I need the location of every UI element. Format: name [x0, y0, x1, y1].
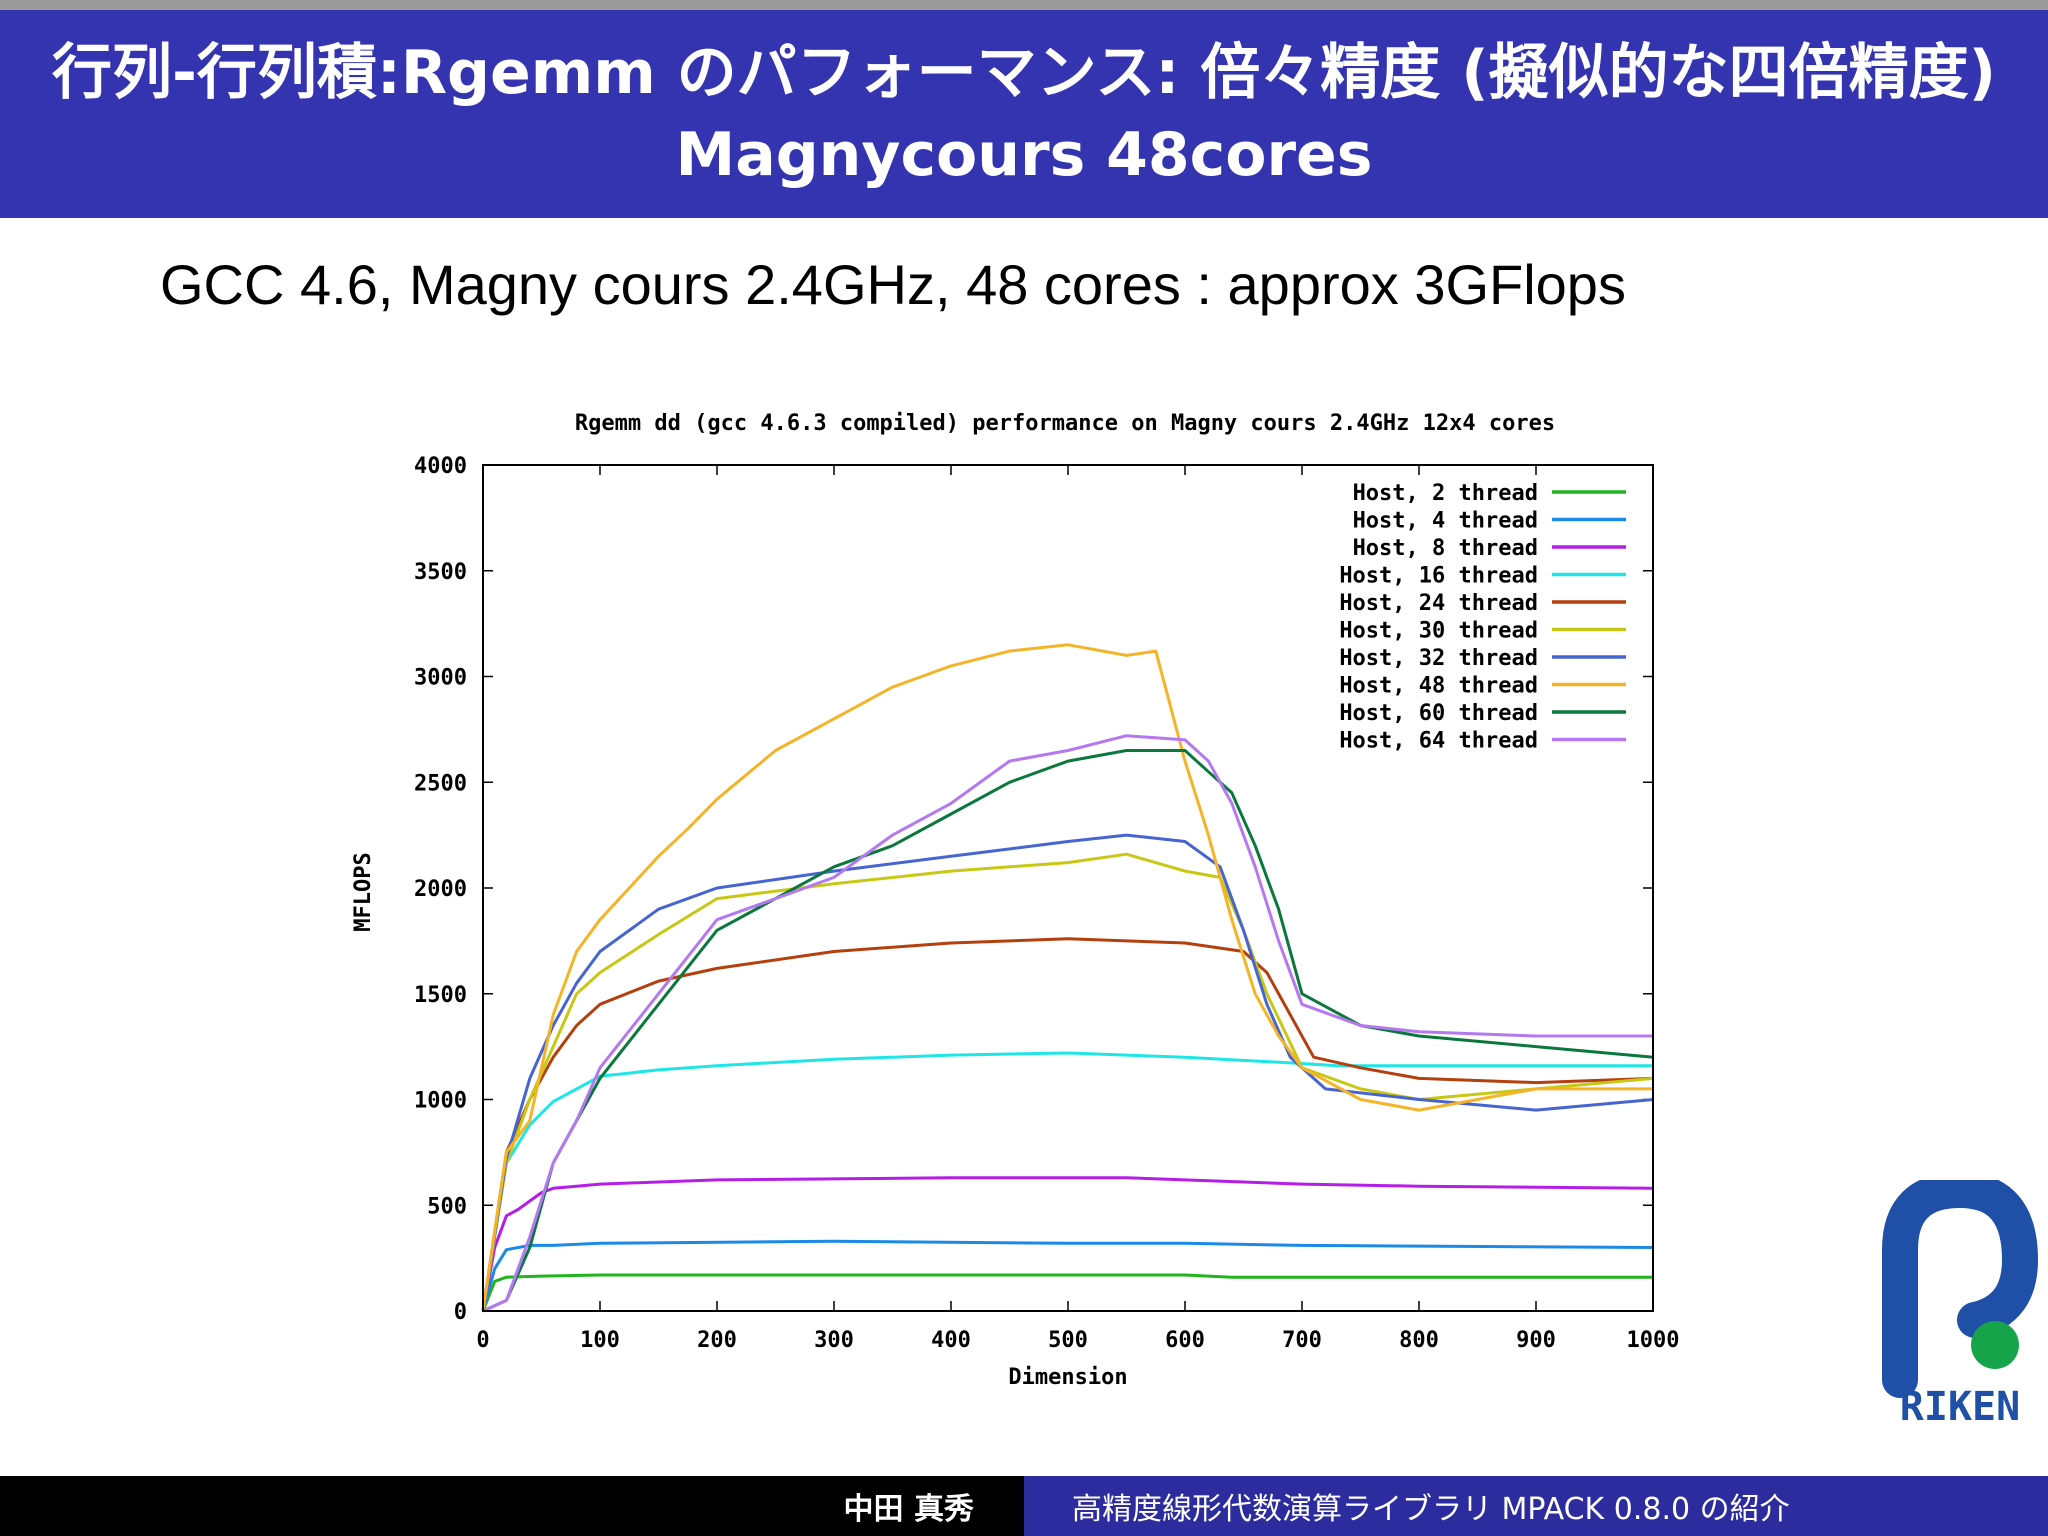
slide-footer: 中田 真秀 高精度線形代数演算ライブラリ MPACK 0.8.0 の紹介 [0, 1476, 2048, 1536]
slide-title: 行列-行列積:Rgemm のパフォーマンス: 倍々精度 (擬似的な四倍精度) M… [51, 38, 1997, 190]
riken-logo-mark [1882, 1180, 2039, 1398]
y-tick-label: 500 [427, 1194, 467, 1219]
y-tick-label: 2500 [414, 771, 467, 796]
slide-subtitle: GCC 4.6, Magny cours 2.4GHz, 48 cores : … [160, 253, 1626, 316]
y-axis-label: MFLOPS [351, 852, 376, 931]
y-tick-label: 4000 [414, 454, 467, 479]
riken-logo-dot [1971, 1321, 2019, 1369]
footer-title-panel: 高精度線形代数演算ライブラリ MPACK 0.8.0 の紹介 [1024, 1476, 2048, 1536]
plot-frame [482, 464, 1654, 1312]
series-line-4 [481, 1051, 1653, 1312]
x-axis-label: Dimension [1008, 1365, 1127, 1390]
y-tick-label: 1000 [414, 1089, 467, 1114]
series-line-7 [481, 833, 1654, 1312]
x-tick-label: 100 [580, 1328, 620, 1353]
series-line-3 [481, 1176, 1654, 1312]
x-tick-label: 1000 [1627, 1328, 1680, 1353]
footer-title: 高精度線形代数演算ライブラリ MPACK 0.8.0 の紹介 [1072, 1492, 1790, 1527]
series-line-1 [481, 1273, 1653, 1312]
series-line-5 [481, 937, 1654, 1312]
series-line-10 [482, 734, 1653, 1313]
slide-header: 行列-行列積:Rgemm のパフォーマンス: 倍々精度 (擬似的な四倍精度) M… [0, 10, 2048, 218]
legend-label: Host, 64 thread [1339, 729, 1538, 754]
series-line-9 [482, 749, 1654, 1313]
footer-author: 中田 真秀 [843, 1492, 974, 1527]
series-line-8 [481, 643, 1653, 1312]
legend-label: Host, 2 thread [1353, 481, 1538, 506]
legend-label: Host, 16 thread [1339, 564, 1538, 589]
legend-label: Host, 48 thread [1339, 674, 1538, 699]
y-tick-label: 1500 [414, 983, 467, 1008]
riken-logo-text: RIKEN [1900, 1384, 2020, 1430]
series-line-6 [481, 852, 1654, 1312]
x-tick-label: 800 [1399, 1328, 1439, 1353]
x-tick-label: 600 [1165, 1328, 1205, 1353]
y-tick-label: 3500 [414, 560, 467, 585]
footer-author-panel: 中田 真秀 [0, 1476, 1024, 1536]
y-tick-label: 0 [454, 1300, 467, 1325]
series-line-2 [481, 1239, 1654, 1312]
x-tick-label: 400 [931, 1328, 971, 1353]
performance-chart: Rgemm dd (gcc 4.6.3 compiled) performanc… [351, 411, 1680, 1390]
y-tick-label: 2000 [414, 877, 467, 902]
legend-label: Host, 32 thread [1339, 646, 1538, 671]
legend-label: Host, 4 thread [1353, 509, 1538, 534]
riken-logo: RIKEN [1882, 1180, 2039, 1430]
x-tick-label: 700 [1282, 1328, 1322, 1353]
legend-label: Host, 30 thread [1339, 619, 1538, 644]
x-tick-label: 500 [1048, 1328, 1088, 1353]
y-tick-label: 3000 [414, 666, 467, 691]
x-tick-label: 200 [697, 1328, 737, 1353]
legend-label: Host, 60 thread [1339, 701, 1538, 726]
x-tick-label: 900 [1516, 1328, 1556, 1353]
chart-title: Rgemm dd (gcc 4.6.3 compiled) performanc… [575, 411, 1555, 436]
x-tick-label: 0 [476, 1328, 489, 1353]
top-border [0, 0, 2048, 10]
x-tick-label: 300 [814, 1328, 854, 1353]
legend-label: Host, 24 thread [1339, 591, 1538, 616]
legend-label: Host, 8 thread [1353, 536, 1538, 561]
